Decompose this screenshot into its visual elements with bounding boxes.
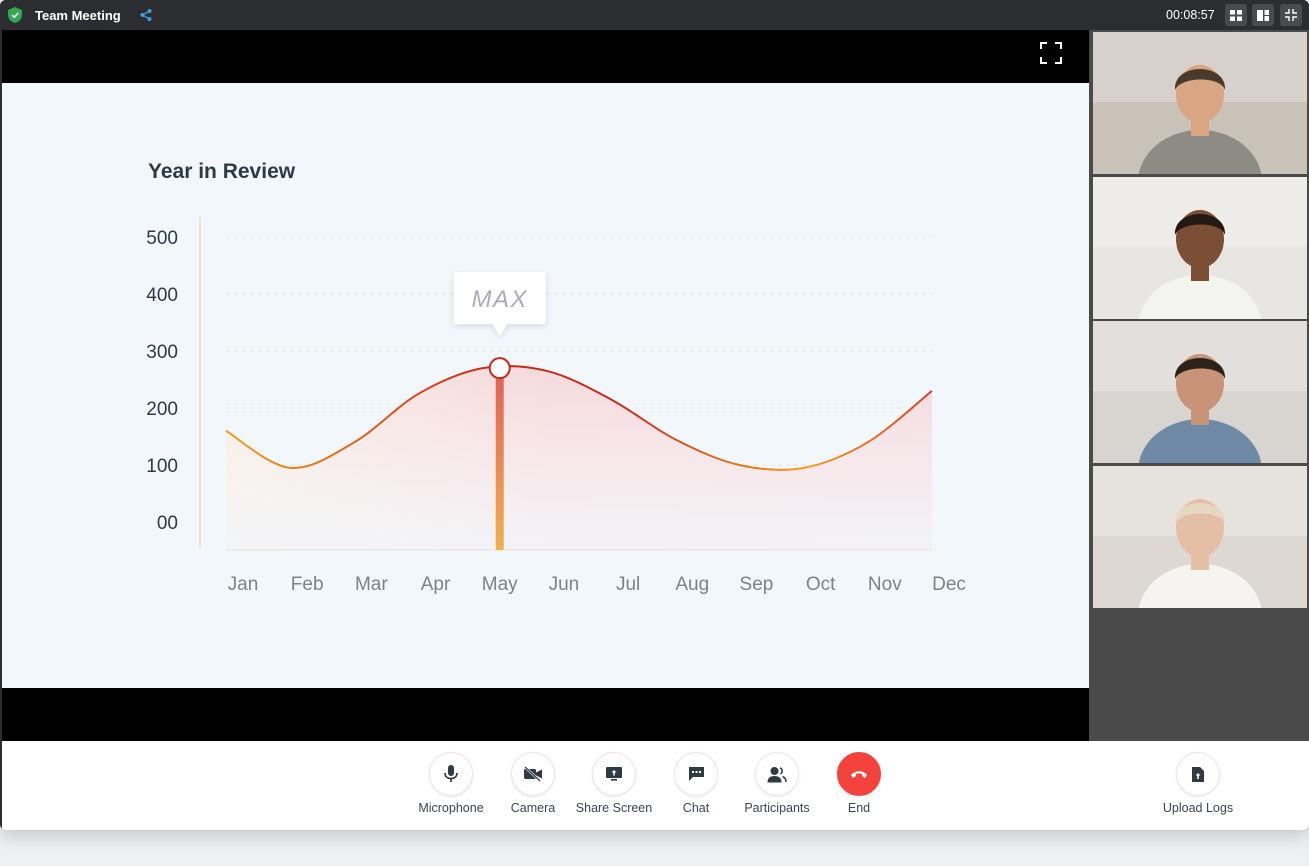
participant-avatar [1093,32,1307,174]
upload-logs-button[interactable]: Upload Logs [1153,752,1243,815]
chat-button-circle[interactable] [674,752,718,796]
microphone-label: Microphone [418,801,484,815]
camera-label: Camera [510,801,556,815]
exit-fullscreen-icon [1285,9,1297,21]
chart-title: Year in Review [148,160,296,183]
share-screen-button[interactable]: Share Screen [569,752,659,815]
max-highlight-bar [495,368,504,550]
max-marker[interactable] [488,357,511,380]
upload-file-icon [1192,766,1204,782]
participants-label: Participants [744,801,810,815]
chat-icon [688,767,704,781]
participants-button-circle[interactable] [755,752,799,796]
meeting-window: Team Meeting 00:08:57 [0,0,1309,830]
share-icon[interactable] [139,8,153,22]
x-tick-label: Feb [291,574,324,595]
chat-button[interactable]: Chat [651,752,741,815]
participant-video-tile[interactable] [1093,177,1307,319]
end-call-label: End [847,801,871,815]
meeting-timer: 00:08:57 [1166,8,1215,22]
y-tick-labels: 500 400 300 200 100 00 [146,228,178,534]
x-tick-label: Mar [355,574,388,595]
participant-avatar [1093,321,1307,463]
meeting-title: Team Meeting [35,8,121,23]
end-call-button[interactable]: End [814,752,904,815]
shield-check-icon [8,7,22,23]
y-tick-label: 100 [146,456,178,477]
max-tooltip-label: MAX [471,286,528,313]
share-screen-button-circle[interactable] [592,752,636,796]
participant-video-tile[interactable] [1093,321,1307,463]
x-tick-label: Sep [740,574,774,595]
x-tick-label: May [482,574,518,595]
share-screen-label: Share Screen [575,801,653,815]
camera-button-circle[interactable] [511,752,555,796]
x-tick-label: Jul [616,574,640,595]
y-tick-label: 400 [146,285,178,306]
grid-view-button[interactable] [1225,4,1247,26]
microphone-button-circle[interactable] [429,752,473,796]
end-call-button-circle[interactable] [837,752,881,796]
series-area-fade [226,365,932,550]
camera-button[interactable]: Camera [488,752,578,815]
x-tick-label: Jun [549,574,580,595]
chat-label: Chat [682,801,710,815]
y-tick-label: 200 [146,399,178,420]
x-tick-label: Jan [228,574,259,595]
y-tick-label: 00 [157,513,178,534]
speaker-view-icon [1257,9,1269,21]
grid-view-icon [1230,9,1242,21]
series-line [225,364,933,471]
max-tooltip [453,272,546,337]
y-tick-label: 300 [146,342,178,363]
x-tick-label: Aug [675,574,709,595]
x-tick-label: Nov [868,574,902,595]
participant-video-tile[interactable] [1093,32,1307,174]
share-screen-icon [606,767,622,781]
hang-up-icon [851,771,867,778]
x-tick-label: Apr [421,574,451,595]
upload-logs-button-circle[interactable] [1176,752,1220,796]
participants-button[interactable]: Participants [732,752,822,815]
y-tick-label: 500 [146,228,178,249]
x-tick-labels: Jan Feb Mar Apr May Jun Jul Aug Sep Oct Nov Dec [228,574,966,595]
participants-icon [767,766,787,782]
x-tick-label: Dec [932,574,966,595]
microphone-icon [444,765,458,782]
microphone-button[interactable]: Microphone [406,752,496,815]
control-toolbar [2,741,1309,830]
x-tick-label: Oct [806,574,836,595]
upload-logs-label: Upload Logs [1162,801,1234,815]
camera-off-icon [524,766,542,782]
participant-avatar [1093,466,1307,608]
year-in-review-chart: MAX 500 400 300 200 100 00 Jan Feb Mar Apr May Jun… [146,217,966,595]
fullscreen-icon[interactable] [1040,42,1062,64]
participant-video-tile[interactable] [1093,466,1307,608]
participant-avatar [1093,177,1307,319]
exit-fullscreen-button[interactable] [1280,4,1302,26]
title-bar: Team Meeting 00:08:57 [0,0,1309,30]
speaker-view-button[interactable] [1252,4,1274,26]
